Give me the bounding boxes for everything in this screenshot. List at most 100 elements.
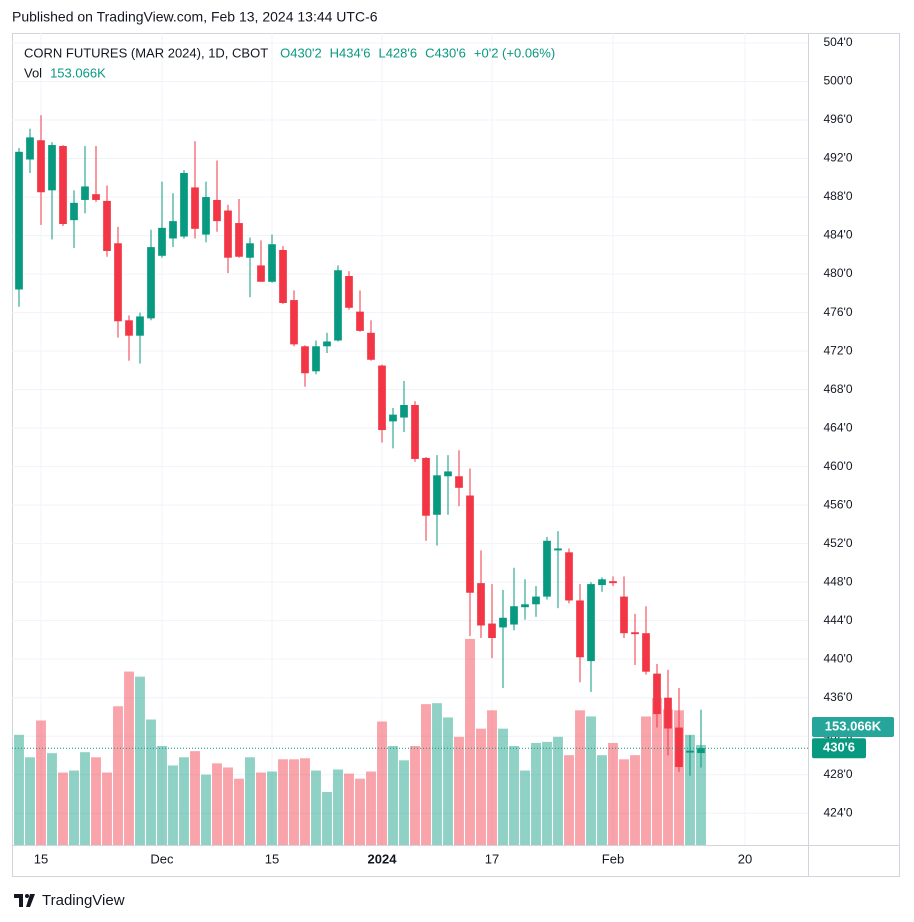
volume-bar xyxy=(586,716,596,845)
volume-bar xyxy=(344,773,354,845)
candle-body xyxy=(598,579,606,586)
candle-body xyxy=(81,186,89,200)
candle-body xyxy=(455,476,463,488)
candle-body xyxy=(26,137,34,160)
volume-bar xyxy=(377,721,387,845)
candle-body xyxy=(301,346,309,374)
candle-body xyxy=(697,748,705,754)
volume-bar xyxy=(289,759,299,845)
x-tick-label: 17 xyxy=(485,851,499,866)
candle-body xyxy=(334,270,342,341)
y-tick-label: 428'0 xyxy=(824,767,853,781)
x-tick-label: Feb xyxy=(602,851,624,866)
y-tick-label: 456'0 xyxy=(824,497,853,511)
volume-value: 153.066K xyxy=(50,65,106,80)
y-tick-label: 476'0 xyxy=(824,305,853,319)
candle-body xyxy=(400,405,408,418)
volume-bar xyxy=(355,778,365,845)
volume-bar xyxy=(278,759,288,845)
volume-bar xyxy=(696,745,706,845)
y-tick-label: 472'0 xyxy=(824,343,853,357)
y-tick-label: 452'0 xyxy=(824,536,853,550)
volume-bar xyxy=(168,765,178,845)
volume-bar xyxy=(674,710,684,845)
volume-bar xyxy=(124,671,134,845)
candle-body xyxy=(15,151,23,290)
candle-body xyxy=(169,221,177,239)
volume-label: 153.066K xyxy=(825,718,882,733)
volume-bar xyxy=(630,755,640,845)
plot xyxy=(12,33,808,845)
candle-body xyxy=(543,540,551,597)
volume-bar xyxy=(476,728,486,845)
volume-bar xyxy=(36,720,46,845)
volume-bar xyxy=(619,759,629,845)
volume-bar xyxy=(146,719,156,845)
candle-body xyxy=(433,475,441,515)
candle-body xyxy=(59,146,67,225)
y-tick-label: 480'0 xyxy=(824,266,853,280)
candle-body xyxy=(532,596,540,605)
volume-bar xyxy=(432,703,442,845)
candle-body xyxy=(554,548,562,551)
x-tick-label: 15 xyxy=(34,851,48,866)
volume-bar xyxy=(267,771,277,845)
y-tick-label: 488'0 xyxy=(824,189,853,203)
volume-bar xyxy=(685,734,695,845)
volume-bar xyxy=(311,770,321,845)
candle-body xyxy=(444,471,452,477)
volume-bar xyxy=(113,706,123,845)
volume-bar xyxy=(333,769,343,845)
candle-body xyxy=(257,265,265,282)
candle-body xyxy=(224,210,232,258)
volume-bar xyxy=(575,710,585,845)
volume-bar xyxy=(256,772,266,845)
chart-frame xyxy=(12,33,900,877)
y-tick-label: 440'0 xyxy=(824,651,853,665)
candle-body xyxy=(92,194,100,200)
volume-bar xyxy=(509,746,519,845)
candle-body xyxy=(268,244,276,282)
volume-bar xyxy=(245,757,255,845)
candle-body xyxy=(631,632,639,635)
volume-bar xyxy=(498,728,508,845)
volume-bar xyxy=(641,716,651,845)
y-tick-label: 504'0 xyxy=(824,35,853,49)
candle-body xyxy=(70,202,78,221)
candle-body xyxy=(356,311,364,331)
candle-body xyxy=(664,697,672,729)
volume-label-bg xyxy=(812,717,894,738)
volume-bar xyxy=(597,755,607,845)
candle-body xyxy=(114,243,122,322)
candle-body xyxy=(180,172,188,237)
volume-bar xyxy=(388,746,398,845)
candle-body xyxy=(477,583,485,626)
ohlc-value: +0'2 (+0.06%) xyxy=(474,45,555,60)
volume-bar xyxy=(69,770,79,845)
y-tick-label: 484'0 xyxy=(824,228,853,242)
volume-bar xyxy=(80,752,90,845)
volume-title: Vol xyxy=(24,65,42,80)
volume-bar xyxy=(14,734,24,845)
y-tick-label: 468'0 xyxy=(824,382,853,396)
ohlc-value: L428'6 xyxy=(378,45,417,60)
candle-body xyxy=(565,552,573,601)
volume-bar xyxy=(454,736,464,845)
volume-bar xyxy=(201,774,211,845)
volume-bar xyxy=(102,772,112,845)
logo-shape xyxy=(14,894,23,907)
candle-body xyxy=(312,346,320,372)
y-tick-label: 436'0 xyxy=(824,690,853,704)
candle-body xyxy=(158,227,166,256)
candle-body xyxy=(367,332,375,360)
x-tick-label: 2024 xyxy=(368,851,398,866)
x-tick-label: 20 xyxy=(738,851,752,866)
volume-bar xyxy=(553,736,563,845)
volume-bar xyxy=(663,709,673,845)
ohlc-value: H434'6 xyxy=(330,45,371,60)
ohlc-value: C430'6 xyxy=(425,45,466,60)
candle-body xyxy=(686,750,694,753)
volume-bar xyxy=(91,757,101,845)
